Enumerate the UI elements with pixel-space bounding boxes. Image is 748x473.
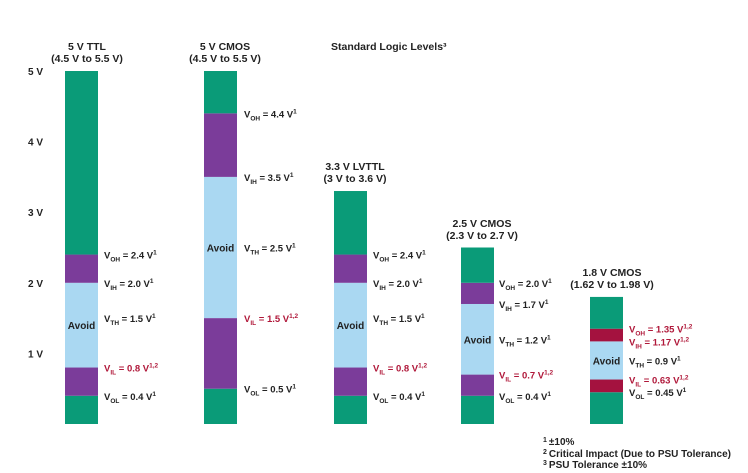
segment-input [334,254,367,283]
level-label-oh: VOH = 2.0 V1 [499,278,552,292]
segment-input [461,282,494,304]
family-range: (4.5 V to 5.5 V) [189,53,261,65]
logic-family-bar-4: Avoid [461,247,494,424]
segment-avoid [204,176,237,319]
level-label-oh: VOH = 4.4 V1 [244,108,297,122]
footnote-2: 2 Critical Impact (Due to PSU Tolerance) [543,449,731,460]
segment-input [204,113,237,177]
segment-avoid [461,303,494,375]
footnote-3: 3 PSU Tolerance ±10% [543,460,648,471]
footnote-1: 1 ±10% [543,437,575,448]
segment-avoid [334,282,367,368]
level-label-ih: VIH = 2.0 V1 [373,278,423,292]
segment-output [65,71,98,255]
y-tick-label-2: 2 V [28,279,43,290]
avoid-label: Avoid [464,335,491,346]
family-title-1: 5 V TTL (4.5 V to 5.5 V) [51,41,123,65]
chart-title: Standard Logic Levels³ [331,41,447,53]
family-range: (4.5 V to 5.5 V) [51,53,123,65]
level-label-ih: VIH = 1.7 V1 [499,299,549,313]
level-label-ol: VOL = 0.4 V1 [373,391,425,405]
family-name: 2.5 V CMOS [452,217,512,230]
segment-output [590,392,623,424]
level-label-oh: VOH = 2.4 V1 [373,250,426,264]
family-range: (2.3 V to 2.7 V) [446,229,518,242]
level-label-ih: VIH = 2.0 V1 [104,278,154,292]
y-tick-label-3: 3 V [28,208,43,219]
y-tick-label-1: 1 V [28,349,43,360]
segment-input [65,254,98,283]
family-title-4: 2.5 V CMOS (2.3 V to 2.7 V) [446,218,518,242]
segment-input [65,367,98,396]
family-name: 3.3 V LVTTL [325,161,385,174]
segment-output [334,395,367,424]
segment-avoid [590,341,623,380]
level-label-il: VIL = 0.7 V1,2 [499,370,554,384]
segment-output [590,296,623,329]
y-tick-label-4: 4 V [28,138,43,149]
family-title-3: 3.3 V LVTTL (3 V to 3.6 V) [323,161,386,185]
segment-input [461,374,494,396]
level-label-th: VTH = 1.5 V1 [104,313,156,327]
avoid-label: Avoid [593,356,620,367]
segment-output [461,395,494,424]
logic-family-bar-1: Avoid [65,71,98,424]
avoid-label: Avoid [68,321,95,332]
level-label-il: VIL = 0.8 V1,2 [104,363,159,377]
family-title-2: 5 V CMOS (4.5 V to 5.5 V) [189,41,261,65]
level-label-oh: VOH = 1.35 V1,2 [629,324,693,338]
avoid-label: Avoid [337,321,364,332]
segment-output [204,71,237,114]
level-label-ol: VOL = 0.4 V1 [104,391,156,405]
level-label-ih: VIH = 3.5 V1 [244,172,294,186]
level-label-il: VIL = 1.5 V1,2 [244,313,299,327]
level-label-th: VTH = 1.5 V1 [373,313,425,327]
logic-family-bar-3: Avoid [334,191,367,424]
family-title-5: 1.8 V CMOS (1.62 V to 1.98 V) [570,267,653,291]
level-label-il: VIL = 0.63 V1,2 [629,375,689,389]
family-range: (1.62 V to 1.98 V) [570,278,654,291]
family-name: 5 V CMOS [199,41,251,53]
level-label-ol: VOL = 0.4 V1 [499,391,551,405]
avoid-label: Avoid [207,244,234,255]
level-label-ol: VOL = 0.5 V1 [244,384,296,398]
logic-family-bar-5: Avoid [590,296,623,424]
segment-critical [590,379,623,393]
segment-output [204,388,237,424]
level-label-th: VTH = 1.2 V1 [499,334,551,348]
level-label-il: VIL = 0.8 V1,2 [373,363,428,377]
family-name: 1.8 V CMOS [582,266,642,279]
y-tick-label-5: 5 V [28,67,43,78]
level-label-ih: VIH = 1.17 V1,2 [629,336,690,350]
segment-input [204,318,237,389]
segment-output [65,395,98,424]
family-range: (3 V to 3.6 V) [323,173,387,186]
segment-output [461,247,494,283]
segment-avoid [65,282,98,368]
segment-output [334,191,367,255]
segment-input [334,367,367,396]
level-label-th: VTH = 2.5 V1 [244,243,296,257]
level-label-oh: VOH = 2.4 V1 [104,250,157,264]
logic-family-bar-2: Avoid [204,71,237,424]
segment-critical [590,328,623,342]
level-label-th: VTH = 0.9 V1 [629,355,681,369]
family-name: 5 V TTL [68,41,106,53]
level-label-ol: VOL = 0.45 V1 [629,387,687,401]
